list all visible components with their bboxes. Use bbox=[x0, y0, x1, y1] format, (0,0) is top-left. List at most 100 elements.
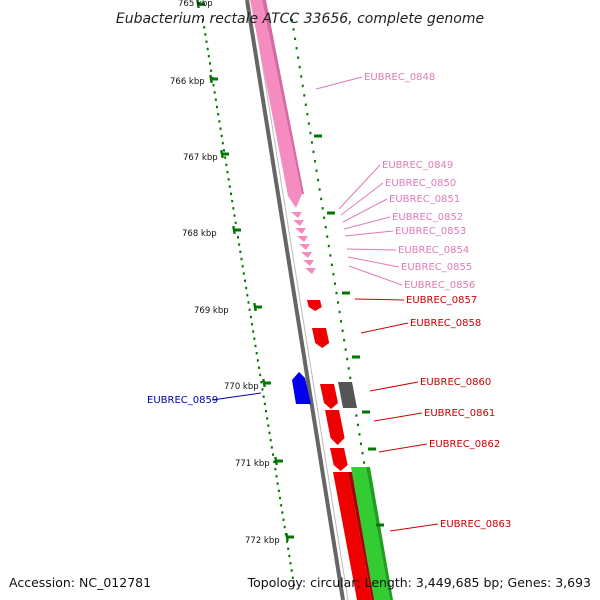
gene-leader-line bbox=[378, 443, 428, 453]
inner-dot-ring-dot bbox=[258, 366, 260, 369]
outer-dot-ring-dot bbox=[326, 235, 329, 238]
tick-dash bbox=[275, 459, 283, 463]
inner-dot-ring-dot bbox=[268, 431, 271, 435]
gene-label: EUBREC_0851 bbox=[389, 194, 460, 205]
inner-dot-ring-dot bbox=[232, 207, 235, 210]
inner-dot-ring-dot bbox=[217, 112, 220, 116]
inner-dot-ring-dot bbox=[213, 91, 216, 94]
outer-dot-ring-dot bbox=[347, 367, 350, 370]
inner-dot-ring-dot bbox=[214, 98, 217, 101]
outer-dot-ring-dot bbox=[292, 28, 295, 31]
gene-feature-0857 bbox=[307, 300, 322, 311]
outer-tick-dash bbox=[342, 291, 350, 295]
inner-dot-ring-dot bbox=[205, 40, 208, 43]
outer-dot-ring-dot bbox=[304, 103, 307, 106]
inner-dot-ring-dot bbox=[230, 192, 232, 196]
inner-dot-ring-dot bbox=[244, 279, 246, 282]
accession-text: Accession: NC_012781 bbox=[9, 575, 151, 590]
inner-dot-ring-dot bbox=[255, 352, 258, 355]
outer-dot-ring-dot bbox=[355, 414, 358, 417]
inner-dot-ring-dot bbox=[207, 55, 210, 58]
gene-leader-line bbox=[346, 248, 397, 251]
outer-dot-ring-dot bbox=[315, 169, 318, 172]
backbone-line-light bbox=[251, 0, 349, 600]
outer-dot-ring-dot bbox=[320, 197, 323, 201]
inner-dot-ring-dot bbox=[261, 388, 264, 391]
inner-dot-ring-dot bbox=[262, 395, 265, 398]
outer-dot-ring-dot bbox=[318, 188, 321, 191]
gene-leader-line bbox=[344, 230, 394, 237]
inner-dot-ring-dot bbox=[288, 554, 291, 558]
gene-leader-line bbox=[354, 298, 405, 301]
inner-dot-ring-dot bbox=[293, 583, 295, 587]
inner-dot-ring-dot bbox=[276, 482, 279, 485]
outer-dot-ring-dot bbox=[310, 141, 313, 144]
inner-dot-ring bbox=[202, 18, 295, 587]
tick-dash bbox=[197, 2, 205, 6]
tick-label: 767 kbp bbox=[183, 153, 218, 163]
genome-summary-text: Topology: circular; Length: 3,449,685 bp… bbox=[247, 575, 591, 590]
gene-feature-small-849 bbox=[291, 212, 302, 218]
inner-dot-ring-dot bbox=[260, 380, 263, 384]
inner-dot-ring-dot bbox=[212, 83, 215, 87]
outer-dot-ring-dot bbox=[314, 160, 316, 163]
inner-dot-ring-dot bbox=[291, 576, 294, 579]
outer-dot-ring-dot bbox=[294, 37, 297, 41]
backbone-line-grey bbox=[245, 0, 345, 600]
gene-label: EUBREC_0856 bbox=[404, 280, 475, 291]
inner-dot-ring-dot bbox=[209, 62, 211, 65]
tick-label: 765 kbp bbox=[178, 0, 213, 9]
tick-label: 769 kbp bbox=[194, 306, 229, 316]
gene-leader-line bbox=[343, 216, 391, 230]
tick-label: 768 kbp bbox=[182, 229, 217, 239]
gene-feature-small-851 bbox=[295, 228, 306, 234]
outer-dot-ring-dot bbox=[298, 65, 301, 69]
inner-dot-ring-dot bbox=[277, 489, 280, 493]
gene-feature-green-shade bbox=[366, 467, 393, 600]
outer-dot-ring-dot bbox=[338, 310, 341, 314]
gene-label: EUBREC_0852 bbox=[392, 212, 463, 223]
inner-dot-ring-dot bbox=[247, 301, 250, 304]
inner-dot-ring-dot bbox=[228, 185, 231, 188]
outer-dot-ring-dot bbox=[295, 47, 298, 50]
inner-dot-ring-dot bbox=[223, 149, 225, 152]
genome-backbone bbox=[245, 0, 349, 600]
outer-dot-ring-dot bbox=[340, 320, 343, 323]
gene-label: EUBREC_0850 bbox=[385, 178, 456, 189]
outer-dot-ring-dot bbox=[300, 75, 303, 78]
tick-dash bbox=[210, 77, 218, 81]
gene-label: EUBREC_0854 bbox=[398, 245, 469, 256]
outer-dot-ring-dot bbox=[332, 273, 335, 276]
tick-label: 770 kbp bbox=[224, 382, 259, 392]
tick-dot-rings bbox=[202, 18, 385, 587]
outer-dot-ring-dot bbox=[363, 461, 366, 464]
outer-dot-ring-dot bbox=[333, 282, 336, 285]
inner-dot-ring-dot bbox=[234, 221, 237, 225]
outer-dot-ring-dot bbox=[301, 84, 304, 88]
inner-dot-ring-dot bbox=[202, 18, 204, 22]
tick-dash bbox=[233, 228, 241, 232]
gene-label: EUBREC_0853 bbox=[395, 226, 466, 237]
gene-feature-0848-shade bbox=[262, 0, 304, 194]
gene-leader-line bbox=[360, 322, 409, 334]
gene-leader-line bbox=[389, 523, 439, 532]
outer-dot-ring-dot bbox=[341, 329, 344, 332]
outer-dot-ring-dot bbox=[307, 122, 310, 125]
outer-tick-dash bbox=[352, 355, 360, 359]
tick-dash bbox=[221, 152, 229, 156]
inner-dot-ring-dot bbox=[224, 156, 227, 159]
inner-dot-ring-dot bbox=[266, 417, 269, 420]
inner-dot-ring-dot bbox=[206, 47, 209, 51]
gene-feature-small-855 bbox=[303, 260, 314, 266]
tick-label: 766 kbp bbox=[170, 77, 205, 87]
inner-dot-ring-dot bbox=[281, 511, 284, 514]
outer-tick-dash bbox=[362, 410, 370, 414]
inner-dot-ring-dot bbox=[272, 453, 274, 456]
gene-leader-line bbox=[369, 381, 419, 392]
outer-dot-ring-dot bbox=[327, 244, 330, 248]
inner-dot-ring-dot bbox=[275, 475, 278, 478]
inner-dot-ring-dot bbox=[239, 250, 242, 253]
gene-leader-line bbox=[373, 412, 423, 422]
gene-labels: EUBREC_0848 EUBREC_0849 EUBREC_0850 EUBREC_… bbox=[147, 72, 511, 532]
